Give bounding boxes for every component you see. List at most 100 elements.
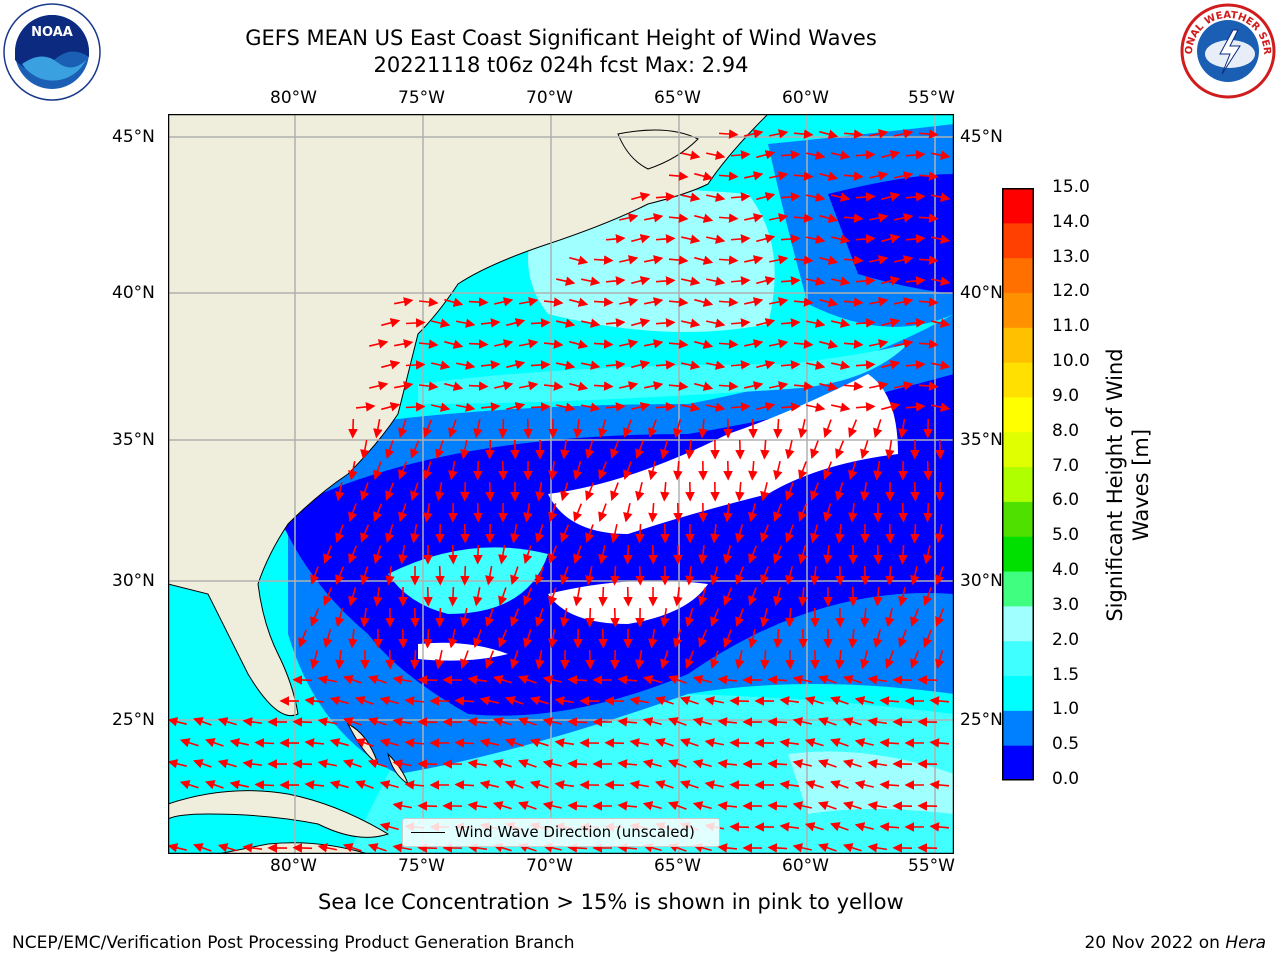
wave-direction-arrow bbox=[918, 129, 939, 139]
wave-direction-arrow bbox=[923, 545, 933, 565]
wave-direction-arrow bbox=[854, 696, 874, 706]
wave-direction-arrow bbox=[404, 780, 425, 790]
wave-direction-arrow bbox=[605, 402, 626, 412]
wave-direction-arrow bbox=[473, 502, 483, 523]
wave-direction-arrow bbox=[698, 629, 708, 648]
wave-direction-arrow bbox=[780, 318, 801, 328]
wave-direction-arrow bbox=[610, 607, 620, 628]
wave-direction-arrow bbox=[855, 276, 876, 286]
wave-direction-arrow bbox=[348, 628, 358, 649]
lat-label-left-30: 30°N bbox=[112, 571, 155, 591]
wave-direction-arrow bbox=[931, 276, 951, 286]
wave-direction-arrow bbox=[423, 461, 433, 481]
wave-direction-arrow bbox=[323, 587, 333, 606]
wave-direction-arrow bbox=[748, 587, 758, 606]
wave-direction-arrow bbox=[756, 402, 776, 412]
wave-direction-arrow bbox=[480, 402, 501, 412]
wave-direction-arrow bbox=[335, 608, 345, 628]
wave-direction-arrow bbox=[717, 717, 738, 727]
wave-direction-arrow bbox=[629, 738, 649, 748]
colorbar-band-7 bbox=[1003, 501, 1033, 537]
wave-direction-arrow bbox=[631, 234, 651, 244]
wave-direction-arrow bbox=[905, 402, 926, 412]
wave-direction-arrow bbox=[735, 650, 745, 670]
chart-title: GEFS MEAN US East Coast Significant Heig… bbox=[245, 26, 877, 50]
wave-direction-arrow bbox=[417, 717, 438, 727]
wave-direction-arrow bbox=[505, 780, 524, 790]
wave-direction-arrow bbox=[931, 402, 951, 412]
wave-direction-arrow bbox=[679, 780, 699, 790]
wave-direction-arrow bbox=[542, 759, 562, 769]
wave-direction-arrow bbox=[554, 780, 575, 790]
lon-label-top-75: 75°W bbox=[398, 88, 445, 108]
wave-direction-arrow bbox=[360, 524, 370, 543]
wave-direction-arrow bbox=[910, 566, 920, 586]
wave-direction-arrow bbox=[494, 297, 514, 307]
colorbar-tick: 2.0 bbox=[1052, 629, 1080, 650]
wave-direction-arrow bbox=[598, 628, 608, 649]
wave-direction-arrow bbox=[843, 255, 864, 265]
wave-direction-arrow bbox=[835, 482, 845, 502]
wave-direction-arrow bbox=[379, 738, 399, 748]
wave-direction-arrow bbox=[367, 759, 387, 769]
wave-direction-arrow bbox=[519, 381, 539, 391]
wave-direction-arrow bbox=[748, 460, 758, 481]
wave-direction-arrow bbox=[792, 717, 812, 727]
wave-direction-arrow bbox=[556, 402, 576, 412]
wave-direction-arrow bbox=[885, 650, 895, 669]
wave-direction-arrow bbox=[843, 339, 864, 349]
lon-label-bottom-75: 75°W bbox=[398, 856, 445, 876]
wave-direction-arrow bbox=[417, 843, 438, 853]
wave-direction-arrow bbox=[823, 544, 833, 565]
wave-direction-arrow bbox=[929, 780, 950, 790]
wave-direction-arrow bbox=[673, 586, 683, 607]
lat-label-right-40: 40°N bbox=[960, 283, 1003, 303]
wave-direction-arrow bbox=[542, 801, 562, 811]
wave-direction-arrow bbox=[556, 276, 576, 286]
wave-direction-arrow bbox=[560, 482, 570, 502]
wave-direction-arrow bbox=[329, 780, 349, 790]
wave-direction-arrow bbox=[598, 586, 608, 607]
wave-direction-arrow bbox=[292, 759, 313, 769]
wave-direction-arrow bbox=[567, 843, 588, 853]
wave-direction-arrow bbox=[735, 481, 745, 502]
wave-direction-arrow bbox=[642, 675, 662, 685]
wave-direction-arrow bbox=[556, 360, 576, 370]
wave-direction-arrow bbox=[885, 565, 895, 586]
wave-direction-arrow bbox=[730, 150, 751, 160]
wave-direction-arrow bbox=[456, 318, 476, 328]
wave-direction-arrow bbox=[793, 255, 814, 265]
wave-direction-arrow bbox=[567, 717, 588, 727]
wave-direction-arrow bbox=[831, 150, 851, 160]
wave-direction-arrow bbox=[756, 276, 776, 286]
wave-direction-arrow bbox=[394, 297, 414, 307]
colorbar-band-12 bbox=[1003, 327, 1033, 363]
wave-direction-arrow bbox=[479, 738, 499, 748]
wave-direction-arrow bbox=[454, 738, 475, 748]
wave-direction-arrow bbox=[679, 696, 699, 706]
wave-direction-arrow bbox=[444, 381, 464, 391]
wave-direction-arrow bbox=[593, 381, 614, 391]
wave-direction-arrow bbox=[598, 503, 608, 522]
wave-direction-arrow bbox=[842, 675, 862, 685]
wave-direction-arrow bbox=[681, 360, 701, 370]
wave-direction-arrow bbox=[635, 440, 645, 459]
wave-direction-arrow bbox=[535, 608, 545, 628]
wave-direction-arrow bbox=[548, 503, 558, 523]
wave-direction-arrow bbox=[873, 544, 883, 565]
wave-direction-arrow bbox=[348, 587, 358, 607]
wave-direction-arrow bbox=[655, 192, 676, 202]
wave-direction-arrow bbox=[756, 360, 776, 370]
wave-direction-arrow bbox=[723, 629, 733, 648]
wave-direction-arrow bbox=[655, 360, 676, 370]
wave-direction-arrow bbox=[681, 402, 701, 412]
wave-direction-arrow bbox=[367, 675, 387, 685]
wave-direction-arrow bbox=[292, 675, 313, 685]
wave-direction-arrow bbox=[869, 129, 889, 139]
wave-direction-arrow bbox=[468, 297, 489, 307]
wave-direction-arrow bbox=[567, 675, 588, 685]
wave-direction-arrow bbox=[694, 297, 714, 307]
wave-direction-arrow bbox=[704, 780, 724, 790]
wave-direction-arrow bbox=[642, 759, 662, 769]
wave-direction-arrow bbox=[505, 696, 524, 706]
